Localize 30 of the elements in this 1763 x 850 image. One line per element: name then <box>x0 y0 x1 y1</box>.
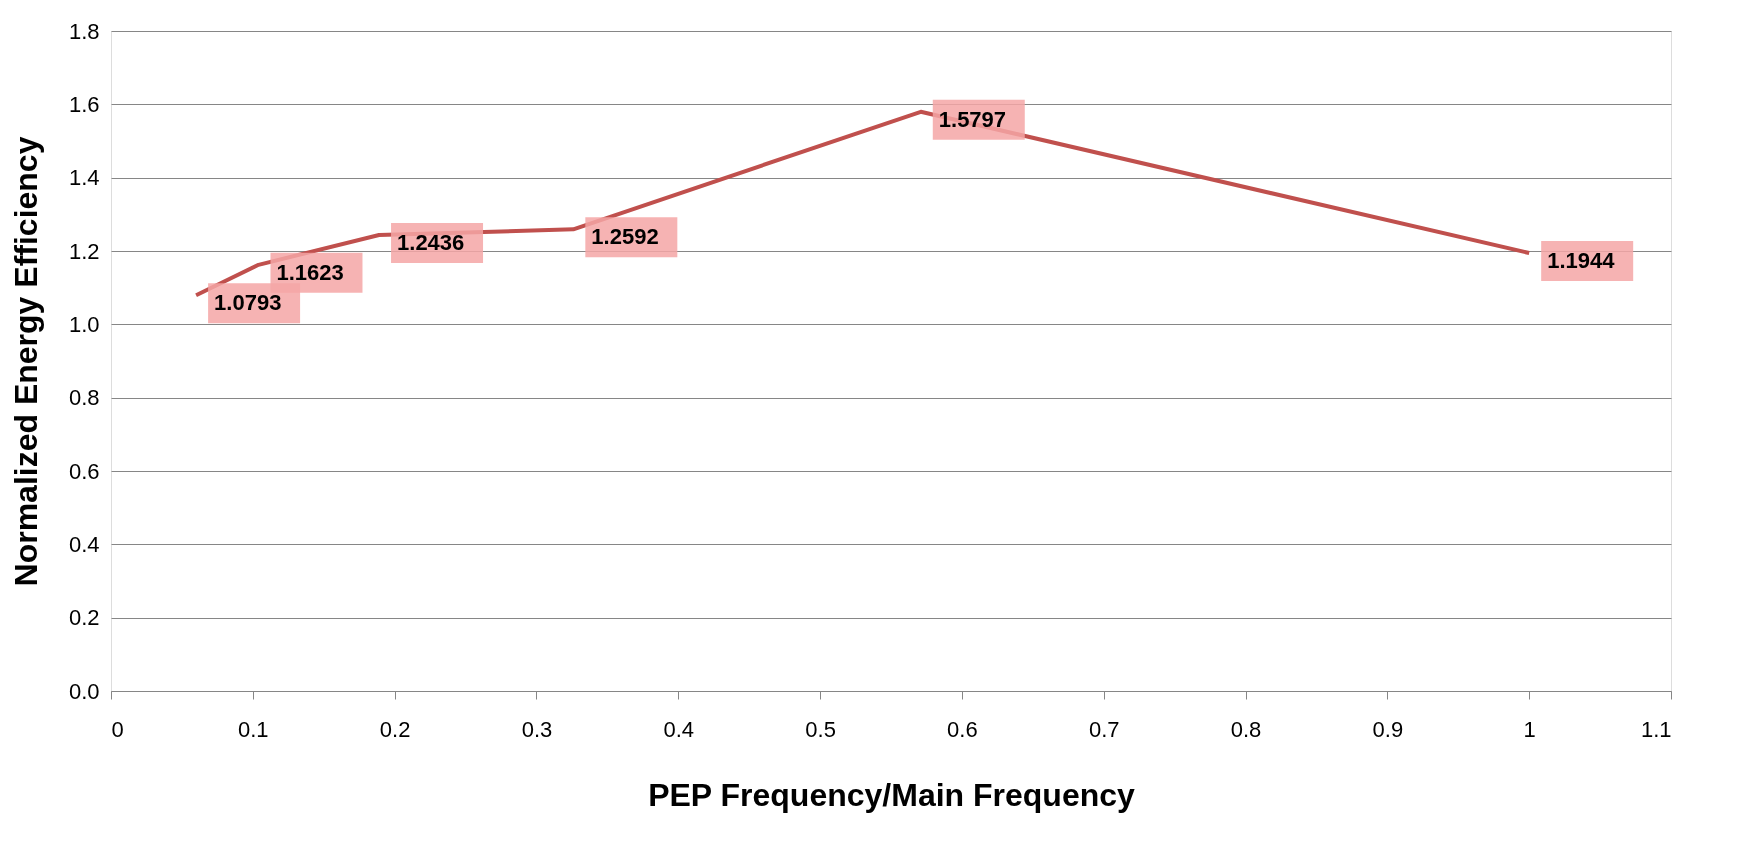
y-axis-title: Normalized Energy Efficiency <box>7 136 44 587</box>
x-tick-label: 0.3 <box>521 716 553 742</box>
x-tick-label: 0.5 <box>805 716 836 742</box>
x-tick-label: 0.1 <box>238 716 269 742</box>
y-tick-label: 1.8 <box>68 18 100 44</box>
x-tick-label: 0.6 <box>947 716 978 742</box>
data-label: 1.2592 <box>591 224 659 250</box>
x-tick-label: 1.1 <box>1640 716 1672 742</box>
y-tick-label: 1.2 <box>68 238 100 264</box>
y-tick-label: 1.6 <box>68 91 100 117</box>
x-tick-label: 0.4 <box>663 716 695 742</box>
y-tick-label: 1.0 <box>68 311 100 337</box>
data-label: 1.1623 <box>276 259 344 285</box>
y-tick-label: 0.0 <box>68 678 100 704</box>
data-label: 1.0793 <box>214 290 282 316</box>
y-tick-label: 0.2 <box>68 605 100 631</box>
x-tick-label: 0.7 <box>1088 716 1120 742</box>
y-tick-label: 0.4 <box>68 531 100 557</box>
x-tick-label: 0.2 <box>379 716 411 742</box>
y-tick-label: 1.4 <box>68 165 100 191</box>
x-tick-label: 1 <box>1523 716 1536 742</box>
x-tick-label: 0.9 <box>1372 716 1404 742</box>
x-tick-label: 0 <box>111 716 124 742</box>
data-label: 1.5797 <box>938 106 1007 132</box>
data-label: 1.2436 <box>397 230 465 256</box>
y-tick-label: 0.6 <box>68 458 100 484</box>
data-label: 1.1944 <box>1547 248 1616 274</box>
x-axis-title: PEP Frequency/Main Frequency <box>648 776 1136 813</box>
y-tick-label: 0.8 <box>68 385 100 411</box>
x-tick-label: 0.8 <box>1230 716 1262 742</box>
